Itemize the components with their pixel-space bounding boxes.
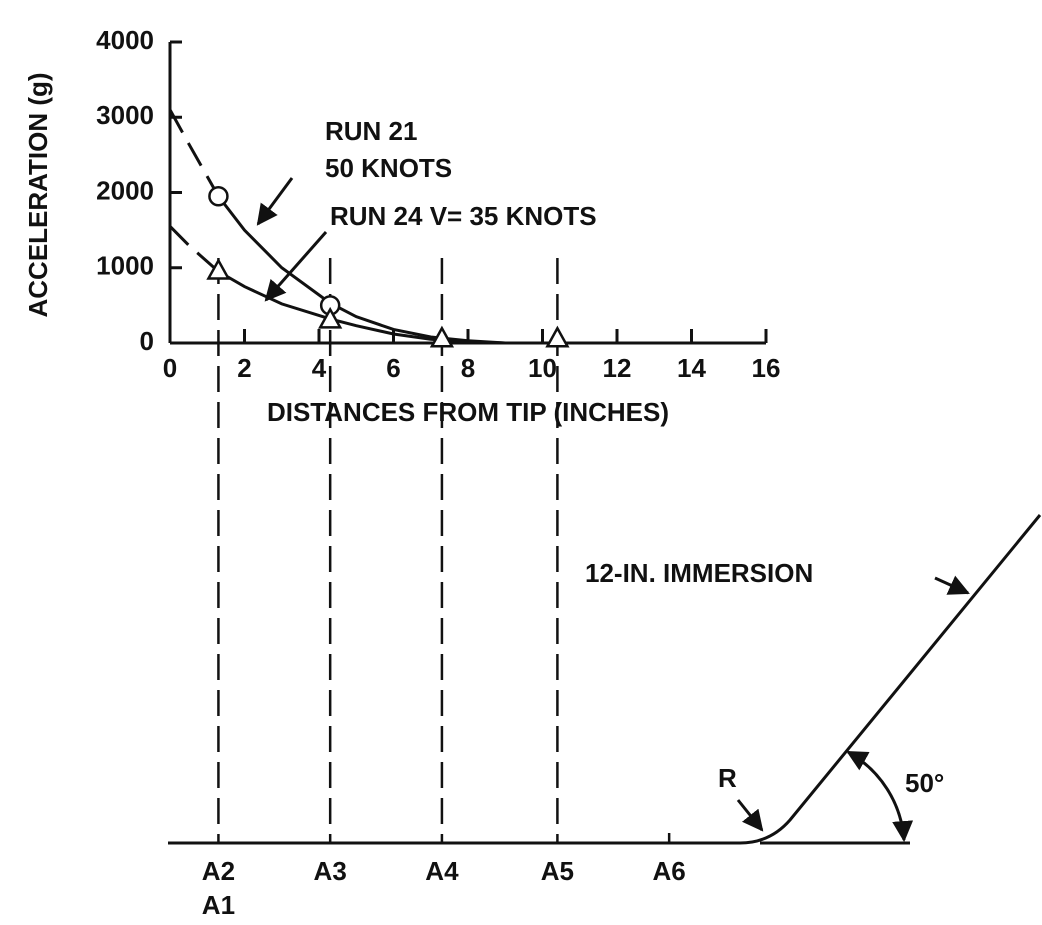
arrow — [264, 231, 328, 302]
point — [429, 325, 455, 348]
x-tick-label: 4 — [312, 353, 327, 383]
x-tick-label: 10 — [528, 353, 557, 383]
fit-curve-extrapolated — [168, 225, 220, 273]
annotation: RUN 21 — [325, 116, 417, 146]
x-tick-label: 0 — [163, 353, 177, 383]
point — [206, 257, 231, 280]
y-tick-label: 3000 — [96, 100, 154, 130]
station-label: A3 — [314, 856, 347, 886]
x-axis-label: DISTANCES FROM TIP (INCHES) — [267, 397, 669, 427]
point — [545, 325, 570, 348]
y-tick-label: 4000 — [96, 25, 154, 55]
x-tick-label: 8 — [461, 353, 475, 383]
x-tick-label: 2 — [237, 353, 251, 383]
arrow — [256, 177, 294, 226]
x-tick-label: 14 — [677, 353, 706, 383]
station-label: A6 — [653, 856, 686, 886]
arrow — [934, 575, 970, 595]
immersion-label: 12-IN. IMMERSION — [585, 558, 813, 588]
x-tick-label: 16 — [752, 353, 781, 383]
annotation: 50 KNOTS — [325, 153, 452, 183]
station-label: A2 — [202, 856, 235, 886]
angle-arc — [846, 750, 914, 843]
hull-profile — [168, 514, 1042, 845]
radius-label: R — [718, 763, 737, 793]
station-label: A4 — [425, 856, 459, 886]
station-label: A1 — [202, 890, 235, 920]
station-label: A5 — [541, 856, 574, 886]
angle-label: 50° — [905, 768, 944, 798]
fit-curve-extrapolated — [168, 109, 220, 198]
y-tick-label: 2000 — [96, 175, 154, 205]
point — [208, 186, 229, 207]
fit-curve — [217, 270, 506, 345]
y-tick-label: 0 — [140, 326, 154, 356]
annotation: RUN 24 V= 35 KNOTS — [330, 201, 597, 231]
x-tick-label: 12 — [603, 353, 632, 383]
y-tick-label: 1000 — [96, 251, 154, 281]
x-tick-label: 6 — [386, 353, 400, 383]
arrow — [736, 799, 764, 832]
fit-curve — [217, 195, 506, 345]
y-axis-label: ACCELERATION (g) — [23, 72, 53, 317]
point — [318, 306, 343, 329]
